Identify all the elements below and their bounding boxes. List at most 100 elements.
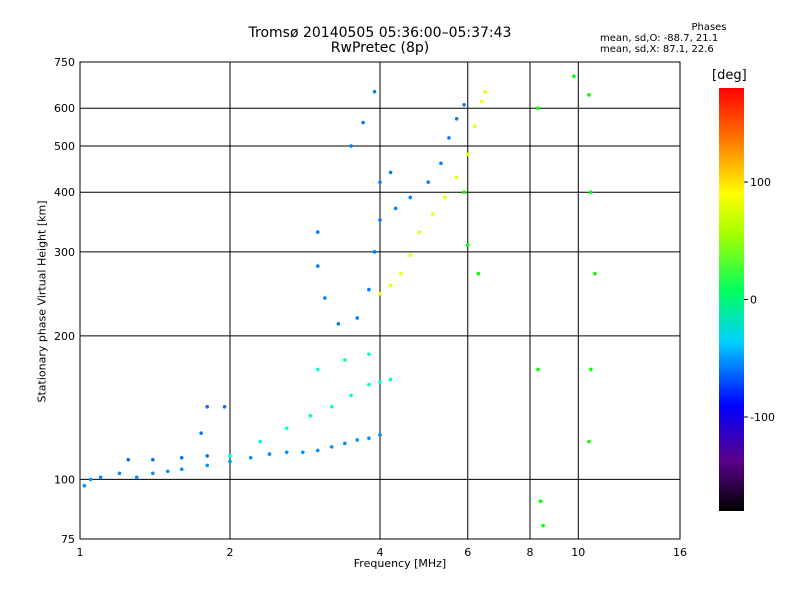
- data-point: [587, 93, 591, 97]
- data-point: [315, 264, 320, 268]
- phases-x-line: mean, sd,X: 87.1, 22.6: [600, 44, 714, 55]
- data-point: [151, 471, 155, 476]
- data-point: [398, 271, 403, 276]
- data-point: [479, 99, 484, 104]
- data-point: [541, 523, 545, 528]
- data-points: [82, 74, 597, 528]
- colorbar: [719, 88, 744, 511]
- data-point: [205, 404, 209, 409]
- data-point: [462, 103, 466, 107]
- data-point: [454, 175, 459, 180]
- data-point: [408, 253, 413, 258]
- x-tick-label: 8: [527, 546, 534, 559]
- data-point: [417, 230, 422, 234]
- data-point: [593, 271, 597, 276]
- data-point: [388, 170, 393, 175]
- data-point: [355, 316, 359, 320]
- data-point: [126, 457, 131, 462]
- colorbar-ticks: 100 0 -100: [744, 176, 775, 424]
- x-tick-label: 16: [673, 546, 687, 559]
- data-point: [267, 452, 272, 456]
- data-point: [378, 433, 382, 437]
- data-point: [372, 250, 377, 254]
- plot-frame: [79, 61, 681, 540]
- data-point: [336, 321, 341, 326]
- data-point: [228, 454, 232, 458]
- data-point: [367, 287, 371, 292]
- data-point: [378, 180, 382, 184]
- data-point: [301, 450, 305, 455]
- data-point: [378, 218, 382, 222]
- data-point: [408, 195, 413, 200]
- data-point: [388, 283, 393, 288]
- data-point: [367, 352, 371, 357]
- data-point: [151, 457, 155, 462]
- phases-title: Phases: [691, 22, 727, 33]
- data-point: [315, 448, 320, 453]
- data-point: [367, 436, 371, 441]
- x-axis-label: Frequency [MHz]: [353, 557, 447, 570]
- phases-summary: Phases mean, sd,O: -88.7, 21.1 mean, sd,…: [600, 22, 782, 55]
- data-point: [284, 450, 289, 455]
- data-point: [589, 190, 593, 195]
- y-axis-label: Stationary phase Virtual Height [km]: [35, 200, 49, 403]
- x-tick-label: 2: [227, 546, 234, 559]
- axis-ticks: 1 2 4 6 8 10 16 75 100 200 300 400 500 600 750: [54, 56, 687, 559]
- data-point: [343, 358, 347, 362]
- grid: [80, 62, 680, 539]
- data-point: [355, 438, 359, 442]
- data-point: [308, 413, 313, 418]
- y-tick-label: 200: [54, 330, 75, 343]
- data-point: [589, 367, 593, 372]
- data-point: [367, 382, 371, 387]
- y-tick-label: 75: [61, 533, 75, 546]
- data-point: [462, 190, 466, 195]
- data-point: [361, 120, 365, 125]
- data-point: [378, 380, 382, 384]
- title-main: Tromsø 20140505 05:36:00–05:37:43: [248, 25, 512, 41]
- data-point: [199, 431, 203, 435]
- colorbar-tick-label: -100: [750, 411, 775, 424]
- data-point: [465, 243, 470, 247]
- data-point: [465, 152, 470, 157]
- data-point: [443, 195, 447, 200]
- data-point: [587, 439, 591, 444]
- data-point: [134, 475, 139, 480]
- data-point: [82, 483, 87, 488]
- x-tick-label: 10: [571, 546, 585, 559]
- data-point: [430, 212, 435, 216]
- data-point: [439, 161, 443, 166]
- data-point: [536, 367, 540, 372]
- data-point: [205, 463, 209, 468]
- data-point: [179, 455, 184, 460]
- data-point: [483, 89, 487, 94]
- data-point: [536, 106, 540, 111]
- data-point: [454, 117, 459, 121]
- data-point: [372, 89, 377, 94]
- y-tick-label: 500: [54, 140, 75, 153]
- data-point: [205, 454, 209, 458]
- data-point: [258, 439, 263, 444]
- data-point: [329, 404, 334, 409]
- data-point: [165, 469, 170, 474]
- y-tick-label: 600: [54, 102, 75, 115]
- colorbar-tick-label: 100: [750, 176, 771, 189]
- data-point: [349, 144, 353, 148]
- data-point: [349, 393, 353, 398]
- phases-o-line: mean, sd,O: -88.7, 21.1: [600, 33, 719, 44]
- data-point: [476, 271, 481, 276]
- x-tick-label: 4: [377, 546, 384, 559]
- y-tick-label: 400: [54, 186, 75, 199]
- data-point: [473, 124, 477, 129]
- data-point: [323, 296, 327, 300]
- x-tick-label: 6: [464, 546, 471, 559]
- chart-title: Tromsø 20140505 05:36:00–05:37:43 RwPret…: [200, 26, 560, 56]
- y-tick-label: 300: [54, 246, 75, 259]
- colorbar-title: [deg]: [712, 68, 747, 83]
- data-point: [329, 445, 334, 449]
- data-point: [393, 206, 398, 211]
- x-tick-label: 1: [77, 546, 84, 559]
- data-point: [388, 377, 393, 382]
- data-point: [284, 426, 289, 431]
- colorbar-tick-label: 0: [750, 294, 757, 307]
